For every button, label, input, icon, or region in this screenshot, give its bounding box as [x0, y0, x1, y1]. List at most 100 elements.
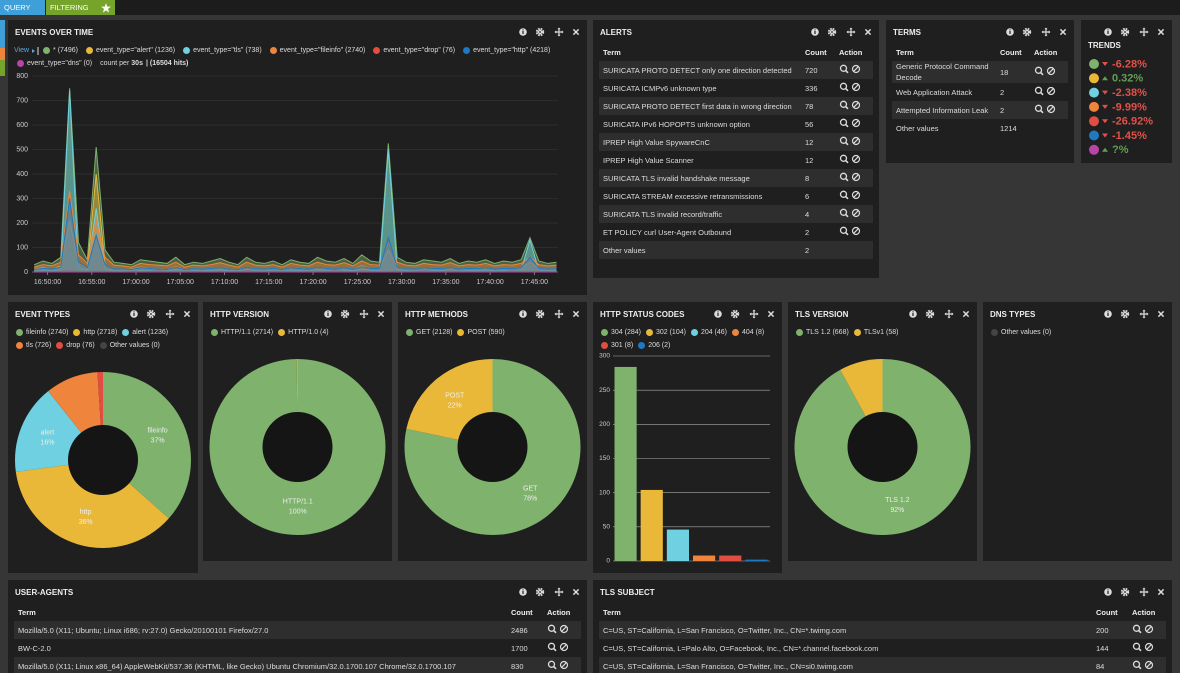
info-icon[interactable] — [130, 310, 138, 318]
move-icon[interactable] — [165, 309, 175, 319]
info-icon[interactable] — [1104, 28, 1112, 36]
move-icon[interactable] — [1139, 309, 1149, 319]
exclude-action[interactable] — [851, 154, 861, 163]
search-action[interactable] — [547, 642, 557, 651]
exclude-action[interactable] — [559, 642, 569, 651]
search-action[interactable] — [839, 136, 849, 145]
settings-icon[interactable] — [925, 309, 935, 319]
close-icon[interactable] — [183, 310, 191, 318]
settings-icon[interactable] — [1022, 27, 1032, 37]
close-icon[interactable] — [1157, 588, 1165, 596]
search-action[interactable] — [839, 190, 849, 199]
info-icon[interactable] — [324, 310, 332, 318]
trend-value: -6.28% — [1112, 58, 1147, 70]
close-icon[interactable] — [572, 588, 580, 596]
info-icon[interactable] — [1104, 310, 1112, 318]
exclude-action[interactable] — [1144, 642, 1154, 651]
search-action[interactable] — [839, 82, 849, 91]
view-link[interactable]: View — [14, 47, 30, 54]
info-icon[interactable] — [714, 310, 722, 318]
info-icon[interactable] — [811, 28, 819, 36]
query-tab[interactable]: QUERY — [0, 0, 45, 15]
row-handle[interactable] — [0, 60, 5, 76]
exclude-action[interactable] — [851, 172, 861, 181]
close-icon[interactable] — [1157, 310, 1165, 318]
exclude-action[interactable] — [1144, 660, 1154, 669]
x-tick-label: 17:00:00 — [122, 279, 149, 286]
search-action[interactable] — [1034, 104, 1044, 113]
exclude-action[interactable] — [851, 190, 861, 199]
close-icon[interactable] — [864, 28, 872, 36]
settings-icon[interactable] — [535, 587, 545, 597]
info-icon[interactable] — [519, 310, 527, 318]
search-action[interactable] — [839, 100, 849, 109]
close-icon[interactable] — [1059, 28, 1067, 36]
search-action[interactable] — [1132, 642, 1142, 651]
search-action[interactable] — [1132, 660, 1142, 669]
search-action[interactable] — [839, 208, 849, 217]
search-action[interactable] — [547, 624, 557, 633]
info-icon[interactable] — [519, 28, 527, 36]
search-action[interactable] — [839, 226, 849, 235]
close-icon[interactable] — [572, 28, 580, 36]
exclude-action[interactable] — [559, 624, 569, 633]
settings-icon[interactable] — [730, 309, 740, 319]
close-icon[interactable] — [572, 310, 580, 318]
search-action[interactable] — [1034, 66, 1044, 75]
search-action[interactable] — [1034, 86, 1044, 95]
info-icon[interactable] — [519, 588, 527, 596]
exclude-action[interactable] — [851, 208, 861, 217]
move-icon[interactable] — [359, 309, 369, 319]
close-icon[interactable] — [1157, 28, 1165, 36]
settings-icon[interactable] — [1120, 27, 1130, 37]
settings-icon[interactable] — [146, 309, 156, 319]
icon-shape — [845, 141, 849, 145]
move-icon[interactable] — [749, 309, 759, 319]
search-action[interactable] — [839, 118, 849, 127]
settings-icon[interactable] — [535, 27, 545, 37]
move-icon[interactable] — [554, 587, 564, 597]
close-icon[interactable] — [767, 310, 775, 318]
exclude-action[interactable] — [1046, 104, 1056, 113]
settings-icon[interactable] — [827, 27, 837, 37]
settings-icon[interactable] — [535, 309, 545, 319]
info-icon[interactable] — [909, 310, 917, 318]
move-icon[interactable] — [1139, 587, 1149, 597]
move-icon[interactable] — [944, 309, 954, 319]
exclude-action[interactable] — [1144, 624, 1154, 633]
row-handle[interactable] — [0, 48, 5, 60]
exclude-action[interactable] — [559, 660, 569, 669]
close-icon[interactable] — [377, 310, 385, 318]
search-action[interactable] — [1132, 624, 1142, 633]
exclude-action[interactable] — [851, 64, 861, 73]
exclude-action[interactable] — [1046, 86, 1056, 95]
close-icon[interactable] — [962, 310, 970, 318]
settings-icon[interactable] — [1120, 587, 1130, 597]
exclude-action[interactable] — [851, 100, 861, 109]
row-handle[interactable] — [0, 20, 5, 48]
search-action[interactable] — [839, 154, 849, 163]
move-icon[interactable] — [554, 309, 564, 319]
exclude-action[interactable] — [851, 136, 861, 145]
move-icon[interactable] — [554, 27, 564, 37]
icon-shape — [814, 29, 816, 31]
search-action[interactable] — [839, 172, 849, 181]
move-icon[interactable] — [1139, 27, 1149, 37]
search-action[interactable] — [839, 64, 849, 73]
exclude-action[interactable] — [851, 226, 861, 235]
icon-shape — [845, 69, 849, 73]
settings-icon[interactable] — [340, 309, 350, 319]
panel-icons — [519, 309, 580, 319]
filtering-tab[interactable]: FILTERING — [46, 0, 115, 15]
exclude-action[interactable] — [851, 82, 861, 91]
exclude-action[interactable] — [1046, 66, 1056, 75]
move-icon[interactable] — [1041, 27, 1051, 37]
exclude-action[interactable] — [851, 118, 861, 127]
icon-shape — [851, 208, 861, 217]
info-icon[interactable] — [1104, 588, 1112, 596]
info-icon[interactable] — [1006, 28, 1014, 36]
settings-icon[interactable] — [1120, 309, 1130, 319]
icon-shape — [1107, 589, 1109, 591]
search-action[interactable] — [547, 660, 557, 669]
move-icon[interactable] — [846, 27, 856, 37]
